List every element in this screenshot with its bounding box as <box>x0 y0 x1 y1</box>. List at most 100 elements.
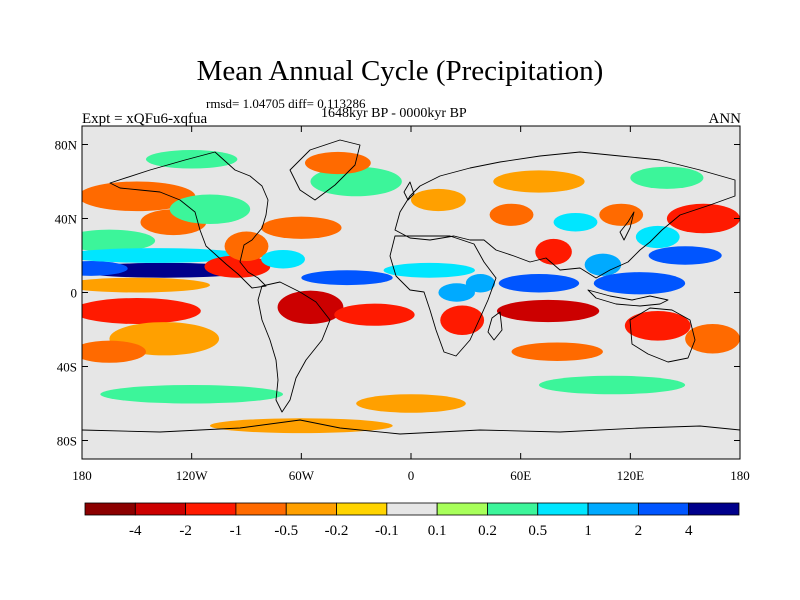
precip-region-0 <box>82 181 196 212</box>
colorbar-swatch <box>587 502 639 516</box>
precip-region-16 <box>310 166 402 197</box>
colorbar-swatch <box>285 502 337 516</box>
colorbar-label: -0.2 <box>325 523 349 539</box>
y-tick-label: 40N <box>55 212 78 227</box>
precip-region-25 <box>493 170 585 193</box>
precip-region-40 <box>511 342 603 361</box>
x-tick-label: 120E <box>617 468 645 483</box>
colorbar-swatch <box>487 502 539 516</box>
colorbar-label: 0.2 <box>478 523 497 539</box>
colorbar-swatch <box>235 502 287 516</box>
colorbar-label: -2 <box>179 523 192 539</box>
colorbar-swatch <box>436 502 488 516</box>
precip-region-5 <box>82 248 247 263</box>
precip-region-17 <box>304 151 371 175</box>
coastline-south-america <box>257 281 331 413</box>
coastline-africa <box>389 235 497 357</box>
experiment-label: Expt = xQFu6-xqfua <box>82 111 208 127</box>
colorbar-swatch <box>336 502 388 516</box>
colorbar-swatch <box>537 502 589 516</box>
precip-region-30 <box>584 253 622 276</box>
precip-region-18 <box>277 290 344 324</box>
period-text: 1648kyr BP - 0000kyr BP <box>321 106 467 121</box>
precip-region-22 <box>465 274 496 293</box>
precip-region-11 <box>224 231 269 262</box>
precip-region-36 <box>666 203 740 234</box>
precip-region-32 <box>624 311 691 341</box>
colorbar: -4 -2 -1 -0.5 -0.2 -0.1 0.1 0.2 0.5 1 2 4 <box>84 502 740 539</box>
colorbar-swatch <box>637 502 690 516</box>
precip-region-15 <box>261 249 305 269</box>
precip-field <box>82 150 740 434</box>
chart-title: Mean Annual Cycle (Precipitation) <box>196 55 604 87</box>
precip-region-4 <box>82 261 128 276</box>
precip-region-43 <box>538 375 686 395</box>
axis-ticks: 180 120W 60W 0 60E 120E 180 80N 40N 0 40S 80S <box>55 126 750 483</box>
precip-region-9 <box>82 340 146 363</box>
precip-region-12 <box>169 194 251 225</box>
colorbar-label: -0.5 <box>274 523 298 539</box>
precip-region-38 <box>630 166 704 189</box>
precip-region-33 <box>553 212 598 232</box>
y-tick-label: 80N <box>55 138 78 153</box>
precip-region-23 <box>440 305 485 336</box>
y-tick-label: 40S <box>57 360 77 375</box>
x-tick-label: 120W <box>176 468 209 483</box>
coastline-uk <box>403 181 415 201</box>
colorbar-swatch <box>386 502 438 516</box>
coastline-eurasia <box>394 151 736 279</box>
colorbar-swatch <box>688 502 740 516</box>
precip-region-29 <box>496 299 600 323</box>
x-tick-label: 60W <box>289 468 315 483</box>
colorbar-label: 0.5 <box>528 523 547 539</box>
coastlines <box>82 139 740 435</box>
precip-region-27 <box>535 238 572 265</box>
precip-region-10 <box>204 255 271 278</box>
colorbar-swatch <box>185 502 237 516</box>
colorbar-label: -1 <box>230 523 243 539</box>
x-tick-label: 0 <box>408 468 415 483</box>
precip-region-2 <box>82 229 156 252</box>
precip-region-7 <box>82 298 201 324</box>
precip-region-42 <box>356 394 466 413</box>
precip-region-45 <box>145 150 238 169</box>
x-tick-label: 180 <box>72 468 92 483</box>
precip-region-31 <box>593 272 686 295</box>
precip-region-14 <box>301 270 393 286</box>
colorbar-label: -0.1 <box>375 523 399 539</box>
colorbar-swatch <box>84 502 136 516</box>
season-label: ANN <box>708 111 742 127</box>
precip-region-13 <box>261 216 342 239</box>
coastline-japan <box>619 211 635 241</box>
x-tick-label: 60E <box>510 468 531 483</box>
colorbar-label: 0.1 <box>428 523 447 539</box>
precip-region-20 <box>383 262 475 278</box>
colorbar-label: 2 <box>635 523 643 539</box>
precip-region-24 <box>411 188 466 212</box>
coastline-antarctica <box>82 419 740 435</box>
precip-region-26 <box>489 203 534 226</box>
coastline-north-america <box>109 151 269 289</box>
precip-region-39 <box>685 323 740 354</box>
y-tick-label: 0 <box>71 286 78 301</box>
precip-region-44 <box>209 418 393 434</box>
precip-region-19 <box>334 303 415 326</box>
precip-region-35 <box>635 225 680 249</box>
x-tick-label: 180 <box>730 468 750 483</box>
precip-region-28 <box>498 274 580 293</box>
colorbar-label: -4 <box>129 523 142 539</box>
colorbar-label: 1 <box>584 523 592 539</box>
stats-text: rmsd= 1.04705 diff= 0.113286 <box>206 96 366 111</box>
precip-region-6 <box>82 277 210 293</box>
y-tick-label: 80S <box>57 434 77 449</box>
precip-region-34 <box>599 203 644 226</box>
precip-region-21 <box>438 283 475 302</box>
colorbar-label: 4 <box>685 523 693 539</box>
colorbar-swatch <box>134 502 187 516</box>
precip-region-37 <box>648 246 722 265</box>
coastline-madagascar <box>487 311 503 341</box>
coastline-greenland <box>289 139 361 201</box>
coastline-australia <box>629 307 696 363</box>
precip-region-41 <box>100 385 284 404</box>
